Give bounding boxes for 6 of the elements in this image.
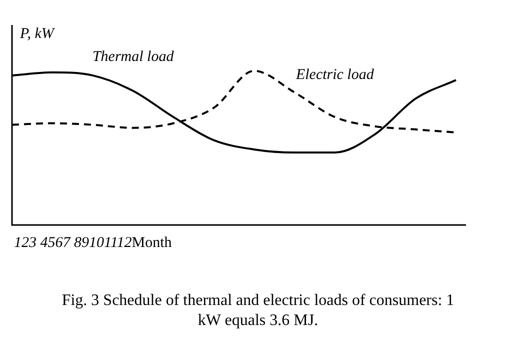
y-axis-title: P, kW — [19, 26, 56, 42]
series-label: Thermal load — [92, 48, 174, 65]
x-axis-title: Month — [132, 235, 172, 251]
text: 123 4567 89101112 — [14, 235, 132, 251]
text: Fig. 3 Schedule of thermal and electric loads of consumers: 1 kW equals 3.6 MJ. — [60, 291, 456, 331]
series-label: Electric load — [294, 67, 374, 84]
